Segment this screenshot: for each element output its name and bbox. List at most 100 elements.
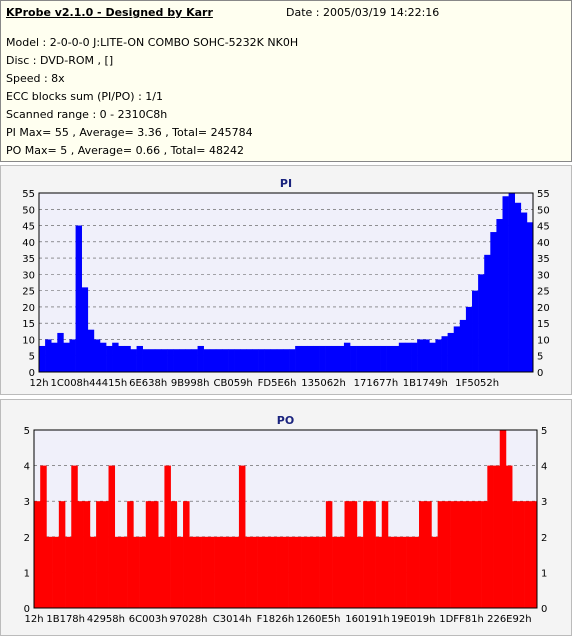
y-tick-label-left: 50: [22, 205, 35, 216]
y-tick-label-left: 25: [22, 287, 35, 298]
data-bar: [114, 536, 122, 608]
data-bar: [51, 342, 58, 372]
data-bar: [505, 465, 513, 608]
data-bar: [481, 501, 488, 608]
data-bar: [374, 345, 381, 372]
data-bar: [512, 501, 519, 608]
data-bar: [431, 536, 438, 608]
data-bar: [301, 345, 308, 372]
data-bar: [93, 339, 101, 372]
data-bar: [484, 254, 491, 372]
app-title: KProbe v2.1.0 - Designed by Karr: [6, 6, 213, 19]
data-bar: [160, 349, 168, 372]
data-bar: [99, 342, 107, 372]
x-tick-label: 226E92h: [487, 614, 531, 625]
data-bar: [462, 501, 469, 608]
data-bar: [87, 329, 95, 372]
data-bar: [133, 536, 140, 608]
data-bar: [337, 345, 345, 372]
data-bar: [325, 501, 333, 608]
x-tick-label: F1826h: [257, 614, 295, 625]
data-bar: [77, 501, 84, 608]
speed-line: Speed : 8x: [6, 72, 65, 85]
data-bar: [57, 332, 64, 372]
y-tick-label-right: 5: [537, 352, 543, 363]
y-tick-label-right: 3: [541, 497, 547, 508]
data-bar: [472, 290, 479, 372]
data-bar: [276, 349, 284, 372]
data-bar: [179, 349, 186, 372]
data-bar: [394, 536, 401, 608]
data-bar: [487, 465, 494, 608]
data-bar: [282, 349, 290, 372]
y-tick-label-left: 5: [29, 352, 35, 363]
info-panel: KProbe v2.1.0 - Designed by Karr Date : …: [0, 0, 572, 162]
data-bar: [71, 465, 78, 608]
plot-frame: [38, 192, 534, 373]
data-bar: [406, 536, 414, 608]
data-bar: [456, 501, 463, 608]
data-bar: [245, 536, 252, 608]
data-bar: [499, 430, 507, 608]
data-bar: [398, 342, 406, 372]
data-bar: [443, 501, 451, 608]
data-bar: [75, 225, 82, 372]
scan-date: Date : 2005/03/19 14:22:16: [286, 6, 440, 19]
chart-title: PO: [277, 414, 294, 427]
data-bar: [344, 501, 352, 608]
data-bar: [412, 536, 420, 608]
data-bar: [435, 339, 442, 372]
y-tick-label-left: 0: [29, 368, 35, 379]
y-tick-label-left: 30: [22, 270, 35, 281]
data-bar: [490, 232, 497, 372]
data-bar: [197, 345, 204, 372]
data-bar: [214, 536, 221, 608]
data-bar: [369, 501, 376, 608]
x-tick-label: 1260E5h: [296, 614, 340, 625]
data-bar: [269, 536, 277, 608]
data-bar: [468, 501, 476, 608]
y-tick-label-right: 15: [537, 319, 550, 330]
data-bar: [96, 501, 103, 608]
data-bar: [139, 536, 147, 608]
data-bar: [289, 349, 296, 372]
x-tick-label: 1B178h: [46, 614, 85, 625]
y-tick-label-left: 35: [22, 254, 35, 265]
y-tick-label-right: 1: [541, 568, 547, 579]
y-tick-label-right: 45: [537, 222, 550, 233]
data-bar: [83, 501, 91, 608]
data-bar: [520, 212, 528, 372]
x-tick-label: CB059h: [214, 378, 253, 389]
data-bar: [404, 342, 412, 372]
data-bar: [375, 536, 383, 608]
y-tick-label-left: 55: [22, 189, 35, 200]
plot-frame: [33, 429, 538, 609]
data-bar: [228, 349, 235, 372]
x-tick-label: 1C008h: [50, 378, 89, 389]
data-bar: [112, 342, 119, 372]
data-bar: [411, 342, 418, 372]
x-tick-label: 1F5052h: [455, 378, 499, 389]
data-bar: [246, 349, 253, 372]
x-tick-label: 1B1749h: [403, 378, 448, 389]
y-tick-label-left: 15: [22, 319, 35, 330]
x-tick-label: 19E019h: [391, 614, 435, 625]
data-bar: [514, 202, 522, 372]
y-tick-label-left: 10: [22, 335, 35, 346]
data-bar: [313, 345, 320, 372]
model-line: Model : 2-0-0-0 J:LITE-ON COMBO SOHC-523…: [6, 36, 299, 49]
data-bar: [170, 501, 178, 608]
y-tick-label-right: 30: [537, 270, 550, 281]
data-bar: [173, 349, 180, 372]
data-bar: [307, 345, 314, 372]
data-bar: [338, 536, 345, 608]
data-bar: [158, 536, 165, 608]
data-bar: [276, 536, 283, 608]
data-bar: [356, 536, 364, 608]
data-bar: [106, 345, 113, 372]
data-bar: [40, 465, 47, 608]
data-bar: [240, 349, 247, 372]
data-bar: [232, 536, 240, 608]
data-bar: [294, 536, 302, 608]
y-tick-label-left: 45: [22, 222, 35, 233]
